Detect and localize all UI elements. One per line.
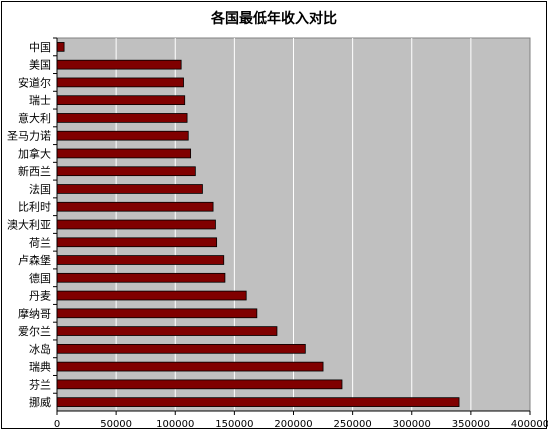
category-label: 荷兰 <box>29 236 51 249</box>
category-label: 澳大利亚 <box>7 218 51 232</box>
category-label: 中国 <box>29 41 51 54</box>
category-label: 瑞士 <box>29 93 51 107</box>
category-label: 瑞典 <box>29 360 51 374</box>
x-tick-labels: 0 50000 100000 150000 200000 250000 300000 3500… <box>54 419 548 430</box>
x-tick-label: 300000 <box>393 419 431 430</box>
bar-13 <box>56 255 225 265</box>
x-tick-label: 100000 <box>156 419 194 430</box>
x-tick-label: 200000 <box>274 419 312 430</box>
x-tick-label: 350000 <box>452 419 490 430</box>
x-tick-label: 50000 <box>100 419 132 430</box>
category-label: 安道尔 <box>18 75 51 89</box>
category-label: 法国 <box>29 182 51 196</box>
category-label: 冰岛 <box>29 342 51 356</box>
category-label: 圣马力诺 <box>7 130 51 143</box>
category-label: 德国 <box>29 271 51 285</box>
bars <box>56 42 460 407</box>
bar-3 <box>56 77 184 88</box>
chart-title: 各国最低年收入对比 <box>210 10 337 27</box>
bar-14 <box>56 272 226 283</box>
category-label: 芬兰 <box>29 378 51 391</box>
bar-15 <box>56 290 247 301</box>
bar-7 <box>56 148 192 159</box>
bar-6 <box>56 130 189 141</box>
bar-1 <box>56 42 65 52</box>
bar-5 <box>56 113 188 123</box>
category-label: 爱尔兰 <box>18 325 51 338</box>
x-tick-label: 150000 <box>215 419 253 430</box>
bar-17 <box>56 326 278 336</box>
category-label: 摩纳哥 <box>18 306 51 320</box>
bar-8 <box>56 166 196 177</box>
category-labels: 中国美国安道尔瑞士意大利圣马力诺加拿大新西兰法国比利时澳大利亚荷兰卢森堡德国丹麦… <box>7 41 51 409</box>
bar-19 <box>56 361 324 372</box>
bar-12 <box>56 237 218 248</box>
bar-16 <box>56 308 258 319</box>
category-label: 丹麦 <box>29 290 51 303</box>
bar-18 <box>56 343 306 354</box>
bar-20 <box>56 379 343 390</box>
x-tick-label: 0 <box>54 419 60 430</box>
x-tick-label: 250000 <box>334 419 372 430</box>
category-label: 卢森堡 <box>18 253 51 267</box>
category-label: 挪威 <box>29 395 51 409</box>
bar-4 <box>56 95 186 106</box>
x-tick-label: 400000 <box>511 419 548 430</box>
bar-2 <box>56 59 182 70</box>
category-label: 加拿大 <box>18 146 51 160</box>
bar-9 <box>56 184 203 194</box>
axes <box>53 37 531 415</box>
bar-11 <box>56 219 216 230</box>
category-label: 比利时 <box>18 201 51 214</box>
bar-21 <box>56 397 460 407</box>
category-label: 美国 <box>29 59 51 72</box>
category-label: 意大利 <box>18 111 51 125</box>
bar-10 <box>56 201 214 212</box>
category-label: 新西兰 <box>18 164 51 178</box>
